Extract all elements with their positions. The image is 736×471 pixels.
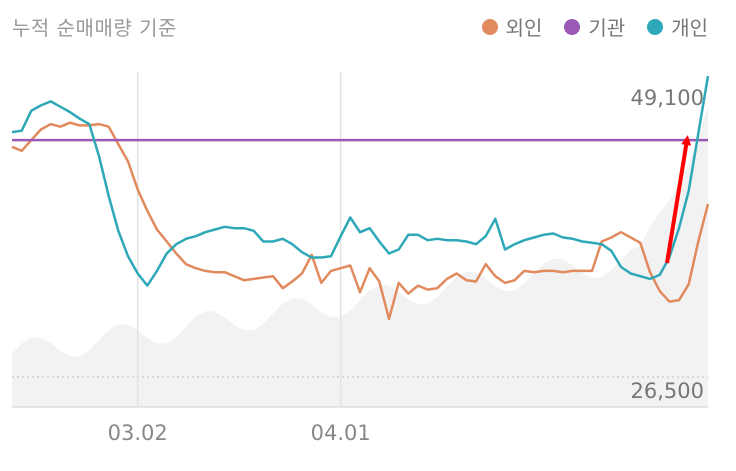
legend-dot-individual xyxy=(647,18,664,35)
price-low-label: 26,500 xyxy=(631,379,704,403)
series-line-2 xyxy=(11,75,710,287)
legend-label-individual: 개인 xyxy=(671,16,708,40)
legend-label-foreign: 외인 xyxy=(505,16,543,40)
price-area xyxy=(12,106,708,407)
chart-title: 누적 순매매량 기준 xyxy=(12,16,177,40)
chart-legend: 외인 기관 개인 xyxy=(481,12,708,41)
legend-item-individual: 개인 xyxy=(647,12,708,41)
legend-item-institution: 기관 xyxy=(564,12,625,41)
series-line-0 xyxy=(11,121,710,321)
legend-label-institution: 기관 xyxy=(588,16,626,40)
legend-dot-foreign xyxy=(481,18,498,35)
legend-item-foreign: 외인 xyxy=(481,12,543,41)
price-high-label: 49,100 xyxy=(631,86,704,110)
x-tick-label-1: 04.01 xyxy=(311,421,371,445)
annotation-arrow xyxy=(665,135,692,264)
x-tick-label-0: 03.02 xyxy=(108,421,168,445)
legend-dot-institution xyxy=(564,18,581,35)
